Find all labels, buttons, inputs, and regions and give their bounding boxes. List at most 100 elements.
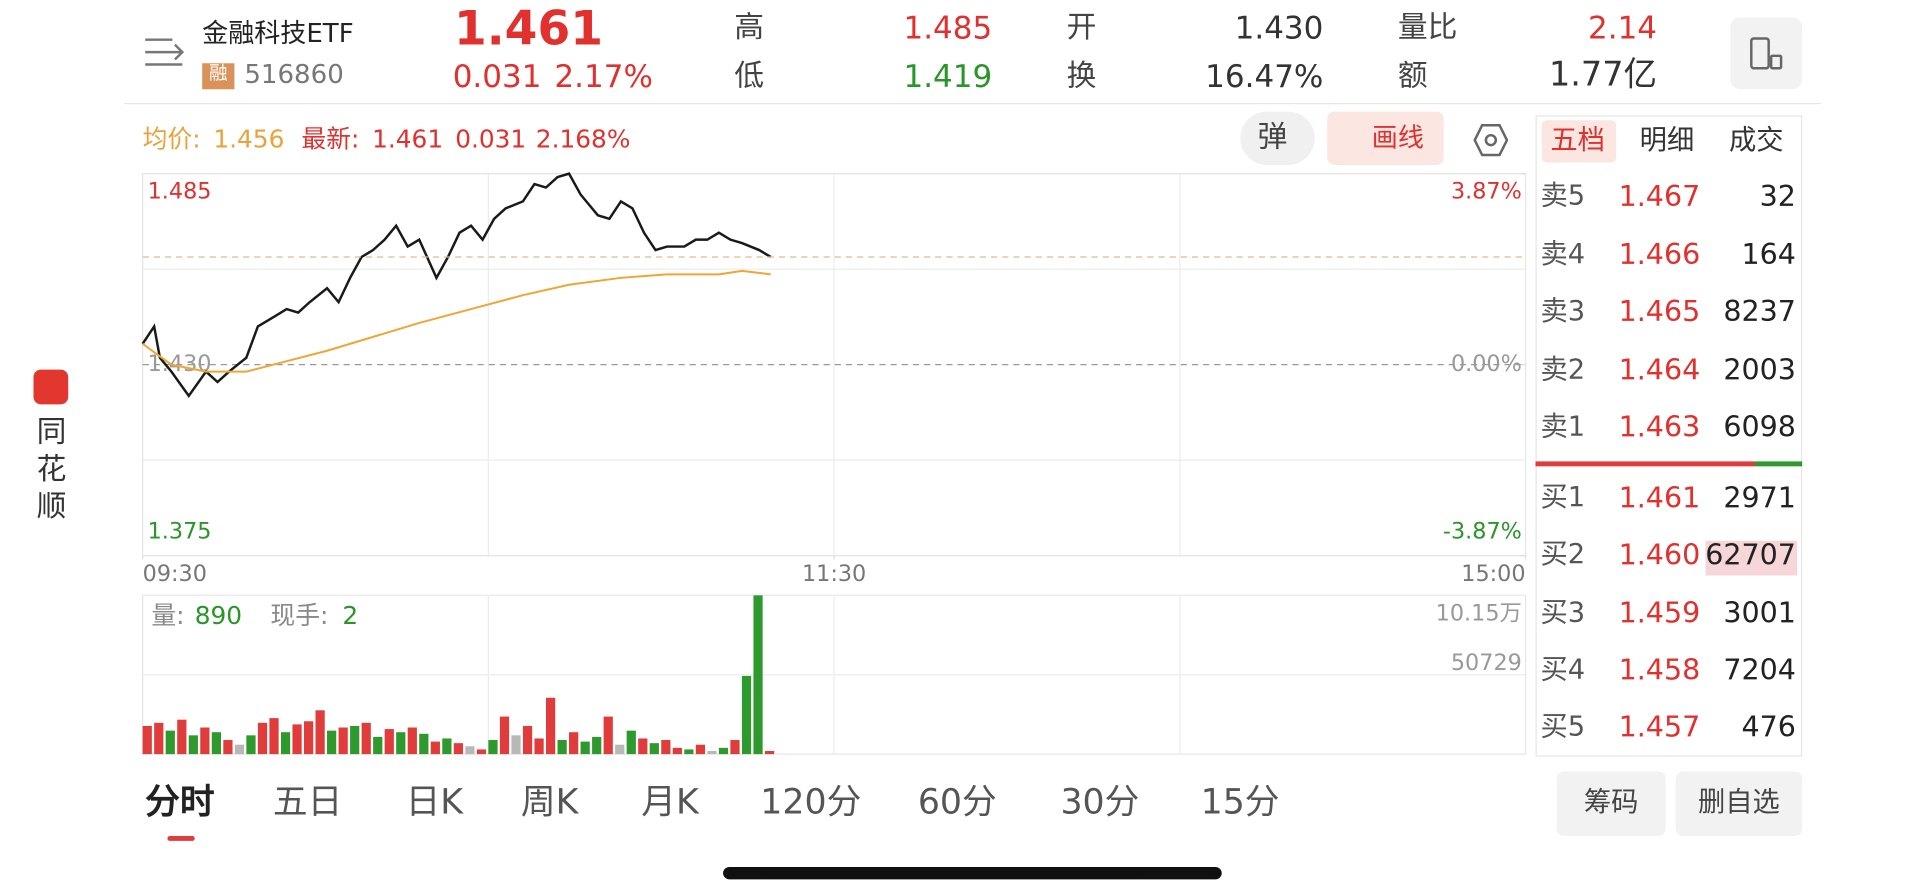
security-code: 516860 bbox=[244, 59, 344, 90]
order-label: 买3 bbox=[1540, 597, 1586, 629]
order-book-tab[interactable]: 五档 bbox=[1550, 125, 1605, 157]
avg-price-line bbox=[142, 269, 771, 373]
brand-name: 同花顺 bbox=[31, 415, 66, 528]
period-tab[interactable]: 60分 bbox=[917, 781, 997, 823]
chip-label[interactable]: 筹码 bbox=[1583, 787, 1639, 819]
volume-bar bbox=[350, 725, 360, 755]
volume-bar bbox=[200, 727, 210, 755]
order-book-tab[interactable]: 成交 bbox=[1728, 125, 1784, 157]
volume-bar bbox=[545, 697, 556, 755]
y2-tick-label: 3.87% bbox=[1451, 179, 1522, 205]
stat-value: 2.14 bbox=[1587, 9, 1658, 46]
volume-bar bbox=[407, 727, 417, 755]
volume-bar bbox=[499, 716, 510, 755]
order-book-tab[interactable]: 明细 bbox=[1639, 125, 1695, 157]
volume-bar bbox=[257, 722, 268, 755]
price-change-pct: 2.17% bbox=[554, 58, 653, 95]
stat-value: 16.47% bbox=[1205, 58, 1324, 95]
order-volume: 6098 bbox=[1723, 411, 1796, 445]
volume-tick-label: 50729 bbox=[1451, 650, 1522, 676]
volume-bar bbox=[649, 743, 659, 755]
chip-button[interactable] bbox=[1556, 771, 1666, 836]
stat-label: 额 bbox=[1397, 58, 1428, 94]
popup-label[interactable]: 弹 bbox=[1257, 119, 1288, 154]
stat-value: 1.419 bbox=[903, 58, 993, 95]
device-button[interactable] bbox=[1730, 17, 1803, 90]
volume-bar bbox=[384, 729, 394, 755]
order-book-frame bbox=[1535, 115, 1803, 757]
volume-bar bbox=[592, 736, 602, 755]
volume-bar bbox=[246, 735, 256, 755]
volume-bar bbox=[292, 724, 302, 755]
y2-tick-label: 0.00% bbox=[1451, 351, 1522, 377]
period-tab[interactable]: 月K bbox=[641, 781, 699, 823]
volume-bar bbox=[315, 710, 325, 755]
order-label: 卖1 bbox=[1540, 411, 1586, 443]
hand-label: 现手: bbox=[270, 600, 329, 631]
order-volume: 8237 bbox=[1723, 296, 1796, 329]
settings-icon[interactable] bbox=[1473, 123, 1509, 158]
draw-line-button[interactable] bbox=[1327, 111, 1444, 165]
popup-button[interactable] bbox=[1240, 111, 1315, 165]
volume-bar bbox=[188, 735, 198, 755]
period-tab[interactable]: 30分 bbox=[1060, 781, 1140, 823]
order-price: 1.465 bbox=[1618, 296, 1701, 329]
volume-bar bbox=[741, 675, 752, 755]
remove-watch-button[interactable] bbox=[1675, 771, 1803, 836]
avg-value: 1.456 bbox=[213, 124, 285, 154]
order-price: 1.460 bbox=[1618, 539, 1701, 573]
volume-bar bbox=[165, 730, 175, 755]
header-divider bbox=[124, 102, 1821, 105]
volume-bar bbox=[476, 749, 487, 755]
latest-change: 0.031 bbox=[455, 124, 527, 154]
volume-bar bbox=[511, 735, 521, 755]
volume-bar bbox=[303, 721, 314, 755]
draw-line-label[interactable]: 画线 bbox=[1371, 122, 1424, 153]
volume-bar bbox=[626, 730, 636, 755]
order-volume: 32 bbox=[1759, 181, 1796, 214]
volume-bar bbox=[142, 725, 152, 755]
device-icon bbox=[1750, 37, 1783, 70]
period-tab[interactable]: 日K bbox=[405, 781, 464, 823]
period-tab[interactable]: 五日 bbox=[272, 781, 343, 823]
volume-bar bbox=[522, 725, 533, 755]
remove-watch-label[interactable]: 删自选 bbox=[1697, 787, 1780, 819]
order-price: 1.458 bbox=[1618, 654, 1701, 687]
stat-label: 低 bbox=[734, 58, 765, 94]
volume-tick-label: 10.15万 bbox=[1436, 600, 1522, 626]
period-tab[interactable]: 15分 bbox=[1200, 781, 1280, 823]
y2-tick-label: -3.87% bbox=[1443, 519, 1522, 545]
period-tab[interactable]: 分时 bbox=[145, 781, 215, 823]
latest-label: 最新: bbox=[301, 124, 360, 154]
order-price: 1.461 bbox=[1618, 482, 1701, 515]
volume-bar bbox=[661, 740, 671, 755]
order-price: 1.464 bbox=[1618, 354, 1701, 387]
volume-bar bbox=[442, 738, 452, 755]
volume-bar bbox=[280, 732, 291, 755]
volume-label: 量: bbox=[151, 600, 185, 631]
period-tab[interactable]: 120分 bbox=[760, 781, 862, 823]
order-label: 卖5 bbox=[1540, 181, 1586, 213]
volume-bar bbox=[764, 750, 775, 755]
order-volume: 2971 bbox=[1723, 482, 1796, 515]
volume-bar bbox=[373, 736, 383, 755]
order-price: 1.467 bbox=[1618, 181, 1701, 214]
volume-bar bbox=[211, 732, 222, 755]
order-volume: 164 bbox=[1741, 238, 1796, 272]
y-tick-label: 1.485 bbox=[148, 179, 212, 205]
period-tab[interactable]: 周K bbox=[520, 781, 579, 823]
order-volume: 476 bbox=[1741, 712, 1796, 745]
x-tick-label: 11:30 bbox=[802, 561, 866, 587]
volume-bar bbox=[419, 733, 429, 755]
avg-label: 均价: bbox=[142, 124, 201, 154]
order-volume: 7204 bbox=[1723, 654, 1796, 687]
volume-bar bbox=[603, 716, 613, 755]
volume-bar bbox=[718, 747, 729, 755]
hand-value: 2 bbox=[342, 600, 359, 631]
menu-icon[interactable] bbox=[145, 37, 185, 69]
stat-value: 1.485 bbox=[903, 9, 993, 46]
y-tick-label: 1.375 bbox=[148, 519, 212, 545]
x-tick-label: 09:30 bbox=[143, 561, 207, 587]
order-label: 买5 bbox=[1540, 712, 1586, 744]
